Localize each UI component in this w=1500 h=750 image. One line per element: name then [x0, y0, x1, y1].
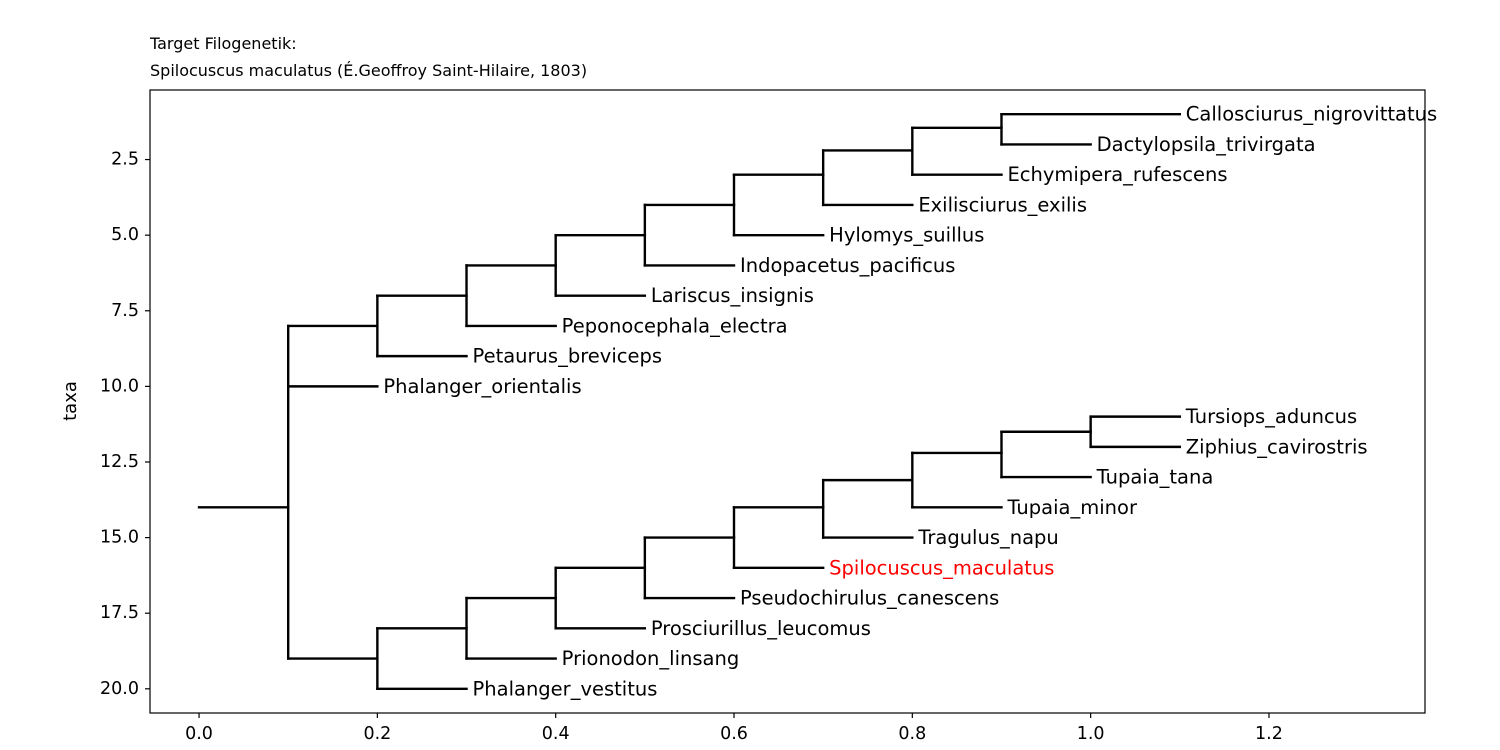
- leaf-label: Tragulus_napu: [917, 526, 1058, 549]
- leaf-label: Peponocephala_electra: [562, 314, 788, 337]
- y-tick-label: 2.5: [111, 150, 139, 170]
- leaf-label: Prionodon_linsang: [562, 647, 740, 670]
- x-tick-label: 0.0: [185, 724, 213, 744]
- x-tick-label: 0.4: [542, 724, 570, 744]
- y-tick-label: 7.5: [111, 301, 139, 321]
- y-tick-label: 20.0: [100, 679, 139, 699]
- tree-branches: [197, 112, 1182, 691]
- y-tick-label: 10.0: [100, 376, 139, 396]
- x-tick-label: 1.0: [1077, 724, 1105, 744]
- leaf-label: Tursiops_aduncus: [1185, 405, 1357, 428]
- y-tick-label: 5.0: [111, 225, 139, 245]
- y-tick-label: 17.5: [100, 603, 139, 623]
- y-axis-label: taxa: [60, 381, 81, 421]
- leaf-label: Prosciurillus_leucomus: [651, 617, 871, 640]
- chart-title-line-2: Spilocuscus maculatus (É.Geoffroy Saint-…: [150, 61, 588, 80]
- leaf-label: Exilisciurus_exilis: [918, 193, 1087, 216]
- leaf-label: Callosciurus_nigrovittatus: [1186, 103, 1437, 126]
- y-axis: 2.5 5.0 7.5 10.0 12.5 15.0 17.5 20.0: [100, 150, 150, 699]
- x-tick-label: 0.2: [363, 724, 391, 744]
- leaf-labels: Callosciurus_nigrovittatus Dactylopsila_t…: [383, 103, 1437, 701]
- leaf-label: Tupaia_minor: [1006, 496, 1137, 519]
- leaf-label: Phalanger_vestitus: [473, 677, 658, 700]
- leaf-label: Lariscus_insignis: [651, 284, 814, 307]
- leaf-label: Echymipera_rufescens: [1007, 163, 1227, 186]
- leaf-label: Hylomys_suillus: [829, 224, 984, 247]
- x-tick-label: 0.8: [898, 724, 926, 744]
- leaf-label: Dactylopsila_trivirgata: [1097, 133, 1316, 156]
- leaf-label: Petaurus_breviceps: [473, 345, 662, 368]
- y-tick-label: 12.5: [100, 452, 139, 472]
- leaf-label: Tupaia_tana: [1096, 466, 1214, 489]
- leaf-label: Indopacetus_pacificus: [740, 254, 955, 277]
- y-tick-label: 15.0: [100, 528, 139, 548]
- leaf-label: Ziphius_cavirostris: [1186, 435, 1368, 458]
- leaf-label: Spilocuscus_maculatus: [829, 556, 1054, 579]
- leaf-label: Phalanger_orientalis: [383, 375, 581, 398]
- plot-area-frame: [149, 89, 1426, 714]
- leaf-label: Pseudochirulus_canescens: [740, 587, 999, 610]
- x-tick-label: 0.6: [720, 724, 748, 744]
- x-tick-label: 1.2: [1255, 724, 1283, 744]
- x-axis: 0.0 0.2 0.4 0.6 0.8 1.0 1.2: [185, 713, 1283, 744]
- chart-title-line-1: Target Filogenetik:: [150, 34, 297, 53]
